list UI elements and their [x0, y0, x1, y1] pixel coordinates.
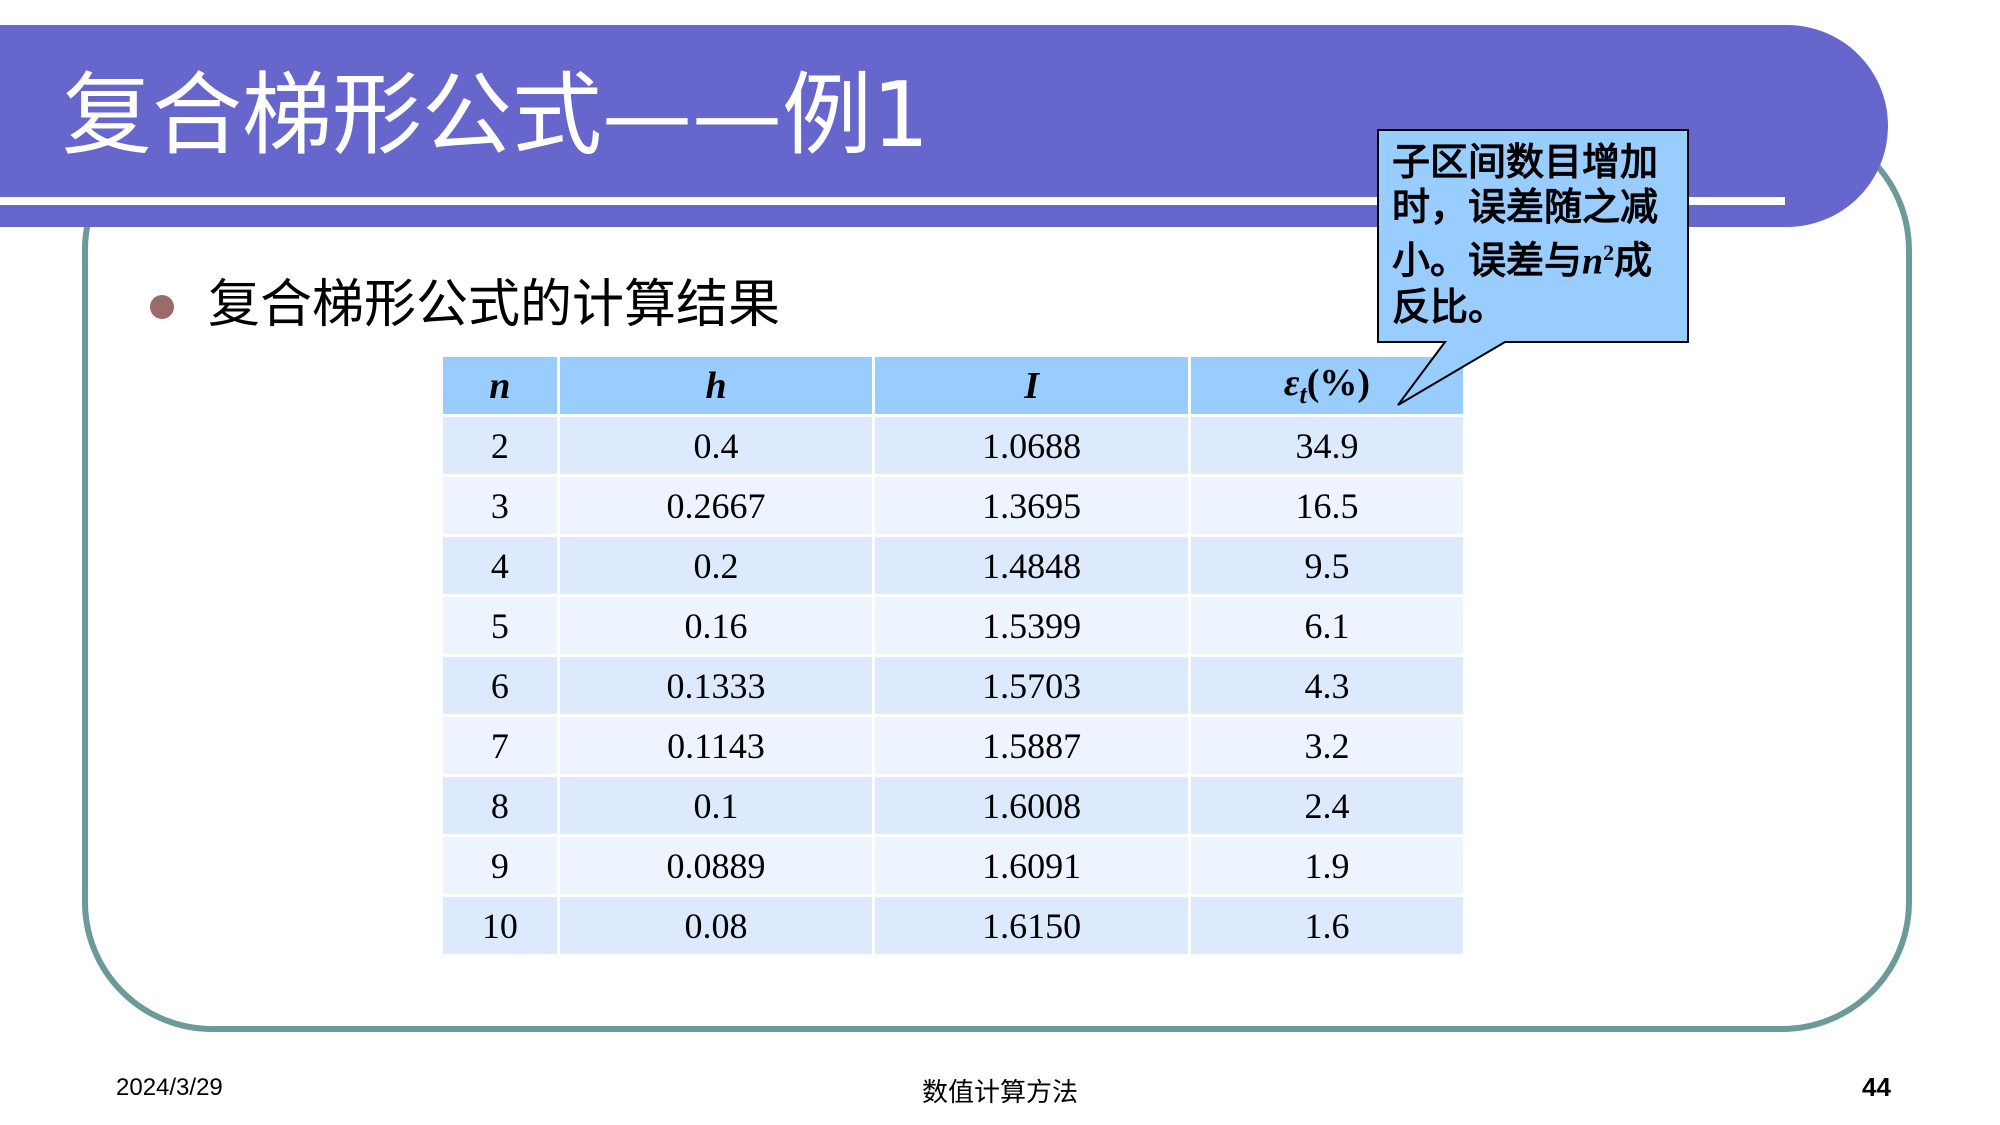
- callout-line-2: 时，误差随之减: [1392, 185, 1690, 230]
- table-cell: 0.1: [560, 777, 873, 834]
- table-body: 2 0.4 1.0688 34.9 3 0.2667 1.3695 16.5 4 0.2 1.484…: [443, 417, 1463, 954]
- bullet-text: 复合梯形公式的计算结果: [208, 272, 780, 338]
- table-cell: 3.2: [1191, 717, 1463, 774]
- table-cell: 6: [443, 657, 557, 714]
- table-cell: 1.6091: [875, 837, 1188, 894]
- table-row: 8 0.1 1.6008 2.4: [443, 777, 1463, 834]
- table-cell: 1.0688: [875, 417, 1188, 474]
- bullet-dot: [150, 295, 174, 319]
- callout-line-3b: 成: [1614, 239, 1652, 283]
- table-cell: 1.6150: [875, 897, 1188, 954]
- callout-line-3a: 小。误差与: [1392, 239, 1582, 283]
- table-cell: 5: [443, 597, 557, 654]
- table-cell: 9.5: [1191, 537, 1463, 594]
- table-cell: 0.16: [560, 597, 873, 654]
- table-cell: 0.2: [560, 537, 873, 594]
- table-cell: 4.3: [1191, 657, 1463, 714]
- callout-line-4: 反比。: [1392, 285, 1690, 330]
- table-row: 2 0.4 1.0688 34.9: [443, 417, 1463, 474]
- results-table: n h I εt(%) 2 0.4 1.0688 34.9 3 0.2667 1.3695 1…: [440, 354, 1466, 957]
- table-row: 4 0.2 1.4848 9.5: [443, 537, 1463, 594]
- table-row: 3 0.2667 1.3695 16.5: [443, 477, 1463, 534]
- table-cell: 2.4: [1191, 777, 1463, 834]
- table-row: 6 0.1333 1.5703 4.3: [443, 657, 1463, 714]
- table-cell: 1.3695: [875, 477, 1188, 534]
- table-cell: 1.5703: [875, 657, 1188, 714]
- table-row: 7 0.1143 1.5887 3.2: [443, 717, 1463, 774]
- callout-text: 子区间数目增加 时，误差随之减 小。误差与n2成 反比。: [1392, 140, 1690, 330]
- table-cell: 0.0889: [560, 837, 873, 894]
- table-header-row: n h I εt(%): [443, 357, 1463, 414]
- table-cell: 7: [443, 717, 557, 774]
- table-cell: 4: [443, 537, 557, 594]
- callout-exponent: 2: [1603, 240, 1614, 265]
- footer-course-name: 数值计算方法: [0, 1072, 2000, 1109]
- table-cell: 1.6: [1191, 897, 1463, 954]
- table-cell: 0.1333: [560, 657, 873, 714]
- header-n: n: [443, 357, 557, 414]
- table-row: 9 0.0889 1.6091 1.9: [443, 837, 1463, 894]
- table-cell: 1.4848: [875, 537, 1188, 594]
- callout-line-1: 子区间数目增加: [1392, 140, 1690, 185]
- callout-var-n: n: [1582, 241, 1603, 283]
- table-cell: 1.5887: [875, 717, 1188, 774]
- header-error-unit: (%): [1307, 362, 1370, 404]
- table-cell: 8: [443, 777, 557, 834]
- callout-line-3: 小。误差与n2成: [1392, 230, 1690, 285]
- header-h: h: [560, 357, 873, 414]
- table-row: 5 0.16 1.5399 6.1: [443, 597, 1463, 654]
- table-cell: 1.5399: [875, 597, 1188, 654]
- table-cell: 2: [443, 417, 557, 474]
- table-cell: 0.4: [560, 417, 873, 474]
- header-error: εt(%): [1191, 357, 1463, 414]
- table-cell: 0.08: [560, 897, 873, 954]
- table-cell: 1.6008: [875, 777, 1188, 834]
- table-cell: 6.1: [1191, 597, 1463, 654]
- table-cell: 0.2667: [560, 477, 873, 534]
- header-error-subscript: t: [1300, 380, 1307, 409]
- table-cell: 10: [443, 897, 557, 954]
- table-cell: 9: [443, 837, 557, 894]
- table-cell: 0.1143: [560, 717, 873, 774]
- header-error-symbol: ε: [1284, 362, 1300, 404]
- table-cell: 1.9: [1191, 837, 1463, 894]
- table-cell: 3: [443, 477, 557, 534]
- table-cell: 16.5: [1191, 477, 1463, 534]
- header-I: I: [875, 357, 1188, 414]
- footer-page-number: 44: [1862, 1072, 1891, 1103]
- table-cell: 34.9: [1191, 417, 1463, 474]
- slide-title: 复合梯形公式——例1: [62, 56, 929, 176]
- table-row: 10 0.08 1.6150 1.6: [443, 897, 1463, 954]
